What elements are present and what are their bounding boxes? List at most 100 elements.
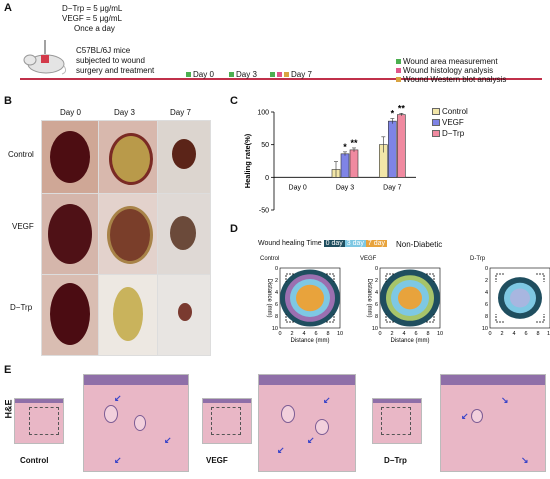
chart-legend-control: Control <box>442 107 468 116</box>
corner-bracket <box>495 273 504 282</box>
photo-dtrp-day0 <box>41 274 99 356</box>
timeline-day7: Day 7 <box>270 70 312 79</box>
y-axis-label: Healing rate(%) <box>243 133 252 188</box>
x-tick-label: 10 <box>337 331 343 337</box>
chart-legend: Control VEGF D−Trp <box>432 106 468 139</box>
corner-bracket <box>385 273 394 282</box>
corner-bracket <box>426 273 435 282</box>
x-axis-label: Distance (mm) <box>290 338 329 344</box>
corner-bracket <box>326 314 335 323</box>
y-tick-label: 6 <box>275 302 278 308</box>
mouse-line3: surgery and treatment <box>76 66 155 75</box>
x-tick-label: 2 <box>500 331 503 337</box>
mouse-line1: C57BL/6J mice <box>76 46 131 55</box>
x-tick-label: Day 0 <box>289 184 307 191</box>
x-tick-label: 4 <box>402 331 405 337</box>
photo-control-day7 <box>157 120 211 194</box>
mouse-icon <box>22 40 68 76</box>
timeline-day0: Day 0 <box>186 70 214 79</box>
wound-map-vegf: VEGF 0 0 2 2 4 4 6 6 8 8 10 10 Distance (mm) Distance … <box>360 256 444 360</box>
condition-label: Non-Diabetic <box>396 240 443 249</box>
x-tick-label: 2 <box>290 331 293 337</box>
x-tick-label: 4 <box>512 331 515 337</box>
y-tick-label: 2 <box>375 278 378 284</box>
y-tick-label: 100 <box>257 110 269 117</box>
legend-7day: 7 day <box>365 240 388 247</box>
y-tick-label: -50 <box>259 208 269 215</box>
wound-map-plot: 0 0 2 2 4 4 6 6 8 8 10 10 Distance (mm) Distance (mm) <box>366 266 443 344</box>
x-tick-label: 8 <box>426 331 429 337</box>
legend-3day: 3 day <box>344 240 366 247</box>
x-tick-label: 10 <box>547 331 550 337</box>
col-day3: Day 3 <box>114 108 135 117</box>
group-vegf: VEGF <box>206 456 228 465</box>
significance-mark: ** <box>398 103 406 113</box>
wound-time-legend: Wound healing Time 0 day 3 day 7 day <box>258 240 388 247</box>
wound-map-title: Control <box>260 256 280 262</box>
wound-contour <box>510 288 530 308</box>
photo-vegf-day3 <box>98 193 158 275</box>
group-dtrp: D−Trp <box>384 456 407 465</box>
y-tick-label: 8 <box>485 314 488 320</box>
corner-bracket <box>495 314 504 323</box>
wound-time-title: Wound healing Time <box>258 240 322 247</box>
x-tick-label: 6 <box>314 331 317 337</box>
x-tick-label: 0 <box>378 331 381 337</box>
x-tick-label: 8 <box>326 331 329 337</box>
y-tick-label: 50 <box>261 142 269 149</box>
legend-western: Wound Western blot analysis <box>403 75 507 84</box>
wound-map-title: D-Trp <box>470 256 486 262</box>
x-tick-label: 6 <box>524 331 527 337</box>
wound-map-dtrp: D-Trp 0 0 2 2 4 4 6 6 8 8 10 10 <box>470 256 550 360</box>
x-tick-label: 6 <box>414 331 417 337</box>
histo-dtrp-overview <box>372 398 422 444</box>
mouse-line2: subjected to wound <box>76 56 145 65</box>
wound-map-plot: 0 0 2 2 4 4 6 6 8 8 10 10 <box>482 266 550 337</box>
chart-legend-vegf: VEGF <box>442 118 464 127</box>
photo-vegf-day0 <box>41 193 99 275</box>
y-axis-label: Distance (mm) <box>266 278 272 317</box>
bar-vegf-2 <box>388 120 397 178</box>
histo-control-zoom: ↙ ↙ ↙ <box>83 374 189 472</box>
photo-control-day3 <box>98 120 158 194</box>
bar-dtrp-2 <box>397 114 406 178</box>
x-tick-label: 0 <box>278 331 281 337</box>
mouse-description: C57BL/6J mice subjected to wound surgery… <box>76 46 154 76</box>
row-dtrp: D−Trp <box>10 303 33 312</box>
row-vegf: VEGF <box>12 222 34 231</box>
healing-rate-chart: -50 0 50 100 Healing rate(%) Day 0 Day 3 Day 7 *… <box>243 103 416 215</box>
corner-bracket <box>385 314 394 323</box>
wound-contour <box>398 286 422 310</box>
col-day7: Day 7 <box>170 108 191 117</box>
dose-frequency: Once a day <box>74 24 115 33</box>
photo-vegf-day7 <box>157 193 211 275</box>
panel-c-label: C <box>230 95 238 107</box>
photo-control-day0 <box>41 120 99 194</box>
y-tick-label: 4 <box>375 290 378 296</box>
y-tick-label: 8 <box>375 314 378 320</box>
chart-legend-dtrp: D−Trp <box>442 129 465 138</box>
analysis-legend: Wound area measurement Wound histology a… <box>396 57 506 84</box>
y-tick-label: 10 <box>372 326 378 332</box>
corner-bracket <box>536 273 545 282</box>
dose-info: D−Trp = 5 μg/mL VEGF = 5 μg/mL Once a da… <box>62 4 122 34</box>
row-control: Control <box>8 150 34 159</box>
y-axis-label: Distance (mm) <box>366 278 372 317</box>
significance-mark: ** <box>350 138 358 148</box>
wound-map-plot: 0 0 2 2 4 4 6 6 8 8 10 10 Distance (mm) Distance (mm) <box>266 266 343 344</box>
legend-area: Wound area measurement <box>403 57 498 66</box>
y-tick-label: 6 <box>485 302 488 308</box>
corner-bracket <box>285 314 294 323</box>
corner-bracket <box>536 314 545 323</box>
histo-dtrp-zoom: ↘ ↙ ↘ <box>440 374 546 472</box>
wound-contour <box>296 284 324 312</box>
panel-d-label: D <box>230 223 238 235</box>
bar-dtrp-1 <box>349 149 359 178</box>
group-control: Control <box>20 456 49 465</box>
y-tick-label: 0 <box>265 175 269 182</box>
histo-control-overview <box>14 398 64 444</box>
photo-dtrp-day7 <box>157 274 211 356</box>
x-axis-label: Distance (mm) <box>390 338 429 344</box>
x-tick-label: 2 <box>390 331 393 337</box>
wound-map-control: Control 0 0 2 2 4 4 6 6 8 8 10 10 Distance (mm) Distan… <box>260 256 344 360</box>
